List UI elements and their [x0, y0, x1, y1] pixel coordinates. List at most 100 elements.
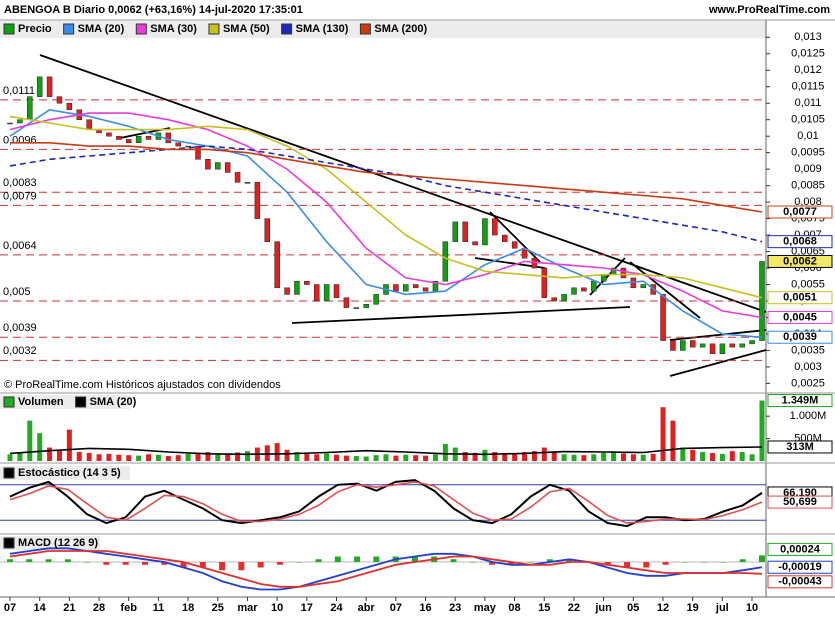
candle: [224, 162, 231, 173]
histogram-bar: [450, 559, 457, 562]
candle: [373, 294, 379, 305]
volume-bar: [462, 452, 468, 461]
legend-swatch: [3, 396, 15, 408]
volume-bar: [205, 452, 211, 461]
x-tick-label: 19: [687, 602, 699, 614]
candle: [106, 132, 112, 137]
legend-label: SMA (130): [296, 23, 349, 35]
candle: [313, 284, 320, 302]
candle: [541, 267, 548, 298]
series-line: [9, 550, 763, 588]
y-tick-label: 0,009: [794, 163, 822, 175]
candle: [709, 343, 716, 354]
legend-swatch: [3, 467, 15, 479]
legend-label: SMA (30): [150, 23, 197, 35]
volume-bar: [571, 454, 577, 461]
legend-swatch: [75, 396, 87, 408]
histogram-bar: [354, 556, 361, 562]
volume-bar: [235, 452, 241, 461]
volume-bar: [729, 451, 735, 461]
histogram-bar: [604, 562, 611, 565]
level-label: 0,0039: [3, 322, 37, 334]
candle: [363, 304, 369, 308]
volume-bar: [423, 455, 429, 461]
volume-bar: [215, 453, 221, 461]
volume-bar: [165, 456, 171, 461]
y-tick-label: 1.000M: [790, 410, 827, 422]
volume-bar: [343, 455, 349, 461]
volume-bar: [710, 452, 716, 461]
x-tick-label: 17: [301, 602, 313, 614]
y-tick-label: 0,0125: [791, 48, 825, 60]
candle: [244, 182, 251, 184]
volume-bar: [383, 454, 389, 461]
last-value-label: 0,0051: [783, 292, 817, 304]
volume-bar: [601, 452, 607, 461]
x-tick-label: 10: [271, 602, 283, 614]
volume-bar: [284, 449, 290, 461]
candle: [680, 340, 686, 351]
x-tick-label: may: [474, 602, 497, 614]
x-tick-label: 14: [34, 602, 47, 614]
legend-label: SMA (200): [374, 23, 427, 35]
histogram-bar: [739, 559, 746, 562]
y-tick-label: 0,003: [794, 361, 822, 373]
legend-label: SMA (50): [223, 23, 270, 35]
last-value-box: [767, 575, 833, 589]
volume-bar: [660, 407, 666, 461]
volume-bar: [17, 452, 23, 461]
trend-line: [669, 349, 767, 377]
volume-bar: [363, 456, 369, 461]
volume-bar: [393, 455, 399, 461]
legend-label: Precio: [18, 23, 52, 35]
volume-bar: [37, 433, 43, 461]
x-tick-label: jun: [594, 602, 612, 614]
candle: [462, 221, 468, 242]
volume-bar: [739, 452, 745, 461]
volume-bar: [334, 454, 340, 461]
legend-label: MACD (12 26 9): [18, 537, 98, 549]
x-tick-label: 21: [63, 602, 75, 614]
candle: [274, 241, 280, 289]
candle: [46, 76, 53, 97]
last-value-label: 313M: [786, 441, 814, 453]
volume-bar: [403, 454, 409, 461]
x-tick-label: 18: [182, 602, 194, 614]
x-tick-label: 22: [568, 602, 580, 614]
volume-bar: [56, 449, 62, 461]
volume-bar: [314, 454, 320, 461]
histogram-bar: [7, 559, 13, 562]
histogram-bar: [759, 555, 765, 562]
volume-bar: [551, 452, 557, 461]
last-value-box: [767, 310, 833, 324]
volume-bar: [749, 454, 755, 461]
histogram-bar: [219, 562, 226, 571]
volume-bar: [472, 452, 478, 461]
series-line: [9, 481, 763, 524]
trend-line: [629, 261, 701, 319]
volume-bar: [324, 453, 330, 461]
volume-bar: [561, 454, 567, 461]
volume-bar: [680, 447, 686, 461]
histogram-bar: [643, 562, 650, 568]
histogram-bar: [161, 562, 168, 565]
last-value-label: -0,00043: [778, 576, 821, 588]
x-tick-label: 25: [212, 602, 224, 614]
candle: [254, 182, 261, 219]
volume-bar: [195, 452, 201, 461]
volume-bar: [759, 400, 765, 461]
histogram-bar: [45, 559, 52, 562]
candle: [719, 343, 726, 354]
volume-bar: [353, 456, 359, 461]
candle: [591, 280, 597, 292]
volume-bar: [581, 455, 587, 461]
candle: [511, 241, 518, 249]
volume-bar: [591, 454, 597, 461]
level-label: 0,0064: [3, 240, 37, 252]
candle: [699, 343, 706, 348]
volume-bar: [522, 452, 528, 461]
volume-bar: [373, 455, 379, 461]
volume-bar: [106, 453, 112, 461]
legend-swatch: [3, 537, 15, 549]
